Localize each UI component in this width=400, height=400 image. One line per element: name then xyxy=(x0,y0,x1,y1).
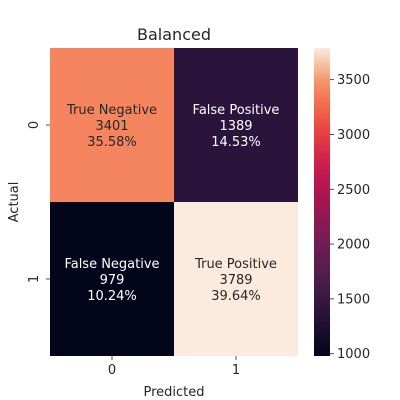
colorbar-gradient xyxy=(314,48,330,356)
cell-count: 3401 xyxy=(95,119,128,134)
colorbar-tick-label: 1000 xyxy=(337,347,370,362)
cell-label: True Negative xyxy=(66,103,157,118)
colorbar-tick-label: 3000 xyxy=(337,128,370,143)
x-tick-label: 1 xyxy=(232,363,240,378)
cell-percent: 14.53% xyxy=(211,135,261,150)
cell-percent: 10.24% xyxy=(87,289,137,304)
colorbar: 1000 1500 2000 2500 3000 3500 xyxy=(314,48,370,362)
cell-percent: 39.64% xyxy=(211,289,261,304)
cell-label: True Positive xyxy=(194,257,277,272)
y-tick-label: 1 xyxy=(27,275,42,283)
colorbar-tick-label: 2500 xyxy=(337,183,370,198)
heatmap-cell xyxy=(50,202,174,356)
cell-count: 979 xyxy=(100,273,125,288)
x-axis-label: Predicted xyxy=(143,385,204,400)
cell-count: 3789 xyxy=(219,273,252,288)
colorbar-tick-label: 3500 xyxy=(337,73,370,88)
y-axis-label: Actual xyxy=(7,182,22,223)
cell-label: False Negative xyxy=(64,257,159,272)
cell-label: False Positive xyxy=(193,103,280,118)
heatmap-cell xyxy=(50,48,174,202)
cell-percent: 35.58% xyxy=(87,135,137,150)
heatmap-cell xyxy=(174,202,298,356)
colorbar-tick-label: 1500 xyxy=(337,292,370,307)
y-tick-label: 0 xyxy=(27,121,42,129)
x-tick-label: 0 xyxy=(108,363,116,378)
colorbar-tick-label: 2000 xyxy=(337,238,370,253)
heatmap-cell xyxy=(174,48,298,202)
chart-title: Balanced xyxy=(137,25,211,44)
cell-count: 1389 xyxy=(219,119,252,134)
y-axis: 01 xyxy=(27,121,50,283)
